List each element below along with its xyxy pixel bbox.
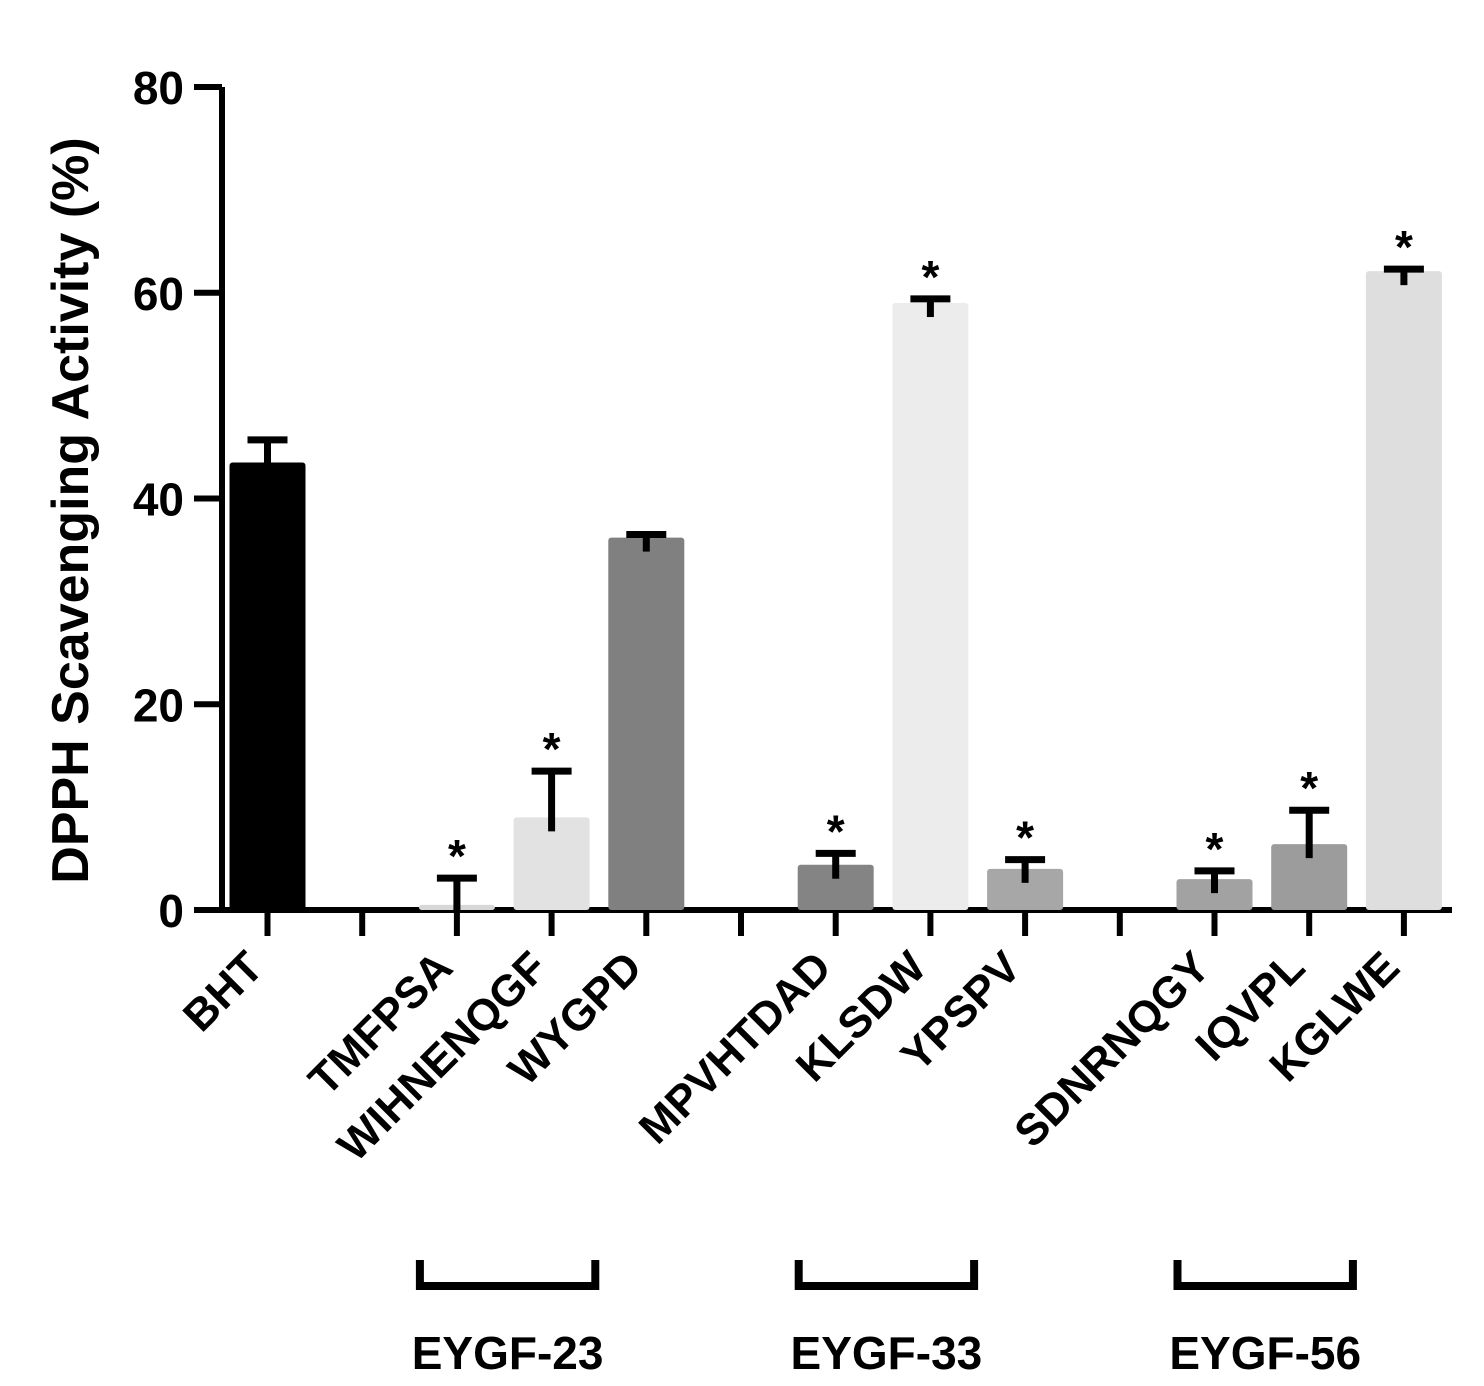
y-tick-label: 40 (133, 474, 184, 526)
significance-marker: * (1395, 221, 1413, 273)
y-tick-label: 20 (133, 679, 184, 731)
significance-marker: * (543, 723, 561, 775)
significance-marker: * (921, 251, 939, 303)
group-label: EYGF-23 (412, 1327, 604, 1379)
group-label: EYGF-56 (1169, 1327, 1361, 1379)
bar (1365, 271, 1442, 910)
x-axis-labels: BHT TMFPSAWIHNENQGFWYGPDMPVHTDADKLSDWYPSP… (174, 942, 1409, 1171)
x-tick-label: SDNRNQGY (1005, 942, 1219, 1156)
y-axis-ticks: 0 20 40 60 80 (133, 62, 222, 937)
bar (1271, 844, 1348, 910)
bar (987, 868, 1064, 910)
bar (797, 864, 874, 910)
bars (229, 271, 1442, 911)
significance-marker: * (827, 805, 845, 857)
y-axis-label-group: DPPH Scavenging Activity (%) (42, 137, 100, 883)
bar (608, 537, 685, 910)
bar (1176, 879, 1253, 910)
bar (229, 462, 306, 910)
significance-marker: * (1016, 812, 1034, 864)
significance-marker: * (1206, 823, 1224, 875)
group-bracket (415, 1260, 600, 1290)
bar (513, 817, 590, 910)
error-bars (247, 265, 1424, 910)
significance-marker: * (1300, 762, 1318, 814)
significance-markers: * * * * * * * * (448, 221, 1413, 882)
y-axis-label: DPPH Scavenging Activity (%) (42, 137, 100, 883)
bar (892, 303, 969, 911)
group-brackets: EYGF-23 EYGF-33 EYGF-56 (412, 1260, 1361, 1379)
group-bracket (1173, 1260, 1357, 1290)
group-label: EYGF-33 (791, 1327, 983, 1379)
y-tick-label: 80 (133, 62, 184, 114)
significance-marker: * (448, 830, 466, 882)
y-tick-label: 0 (158, 885, 184, 937)
x-tick-label: BHT (174, 942, 273, 1041)
group-bracket (794, 1260, 979, 1290)
y-tick-label: 60 (133, 268, 184, 320)
